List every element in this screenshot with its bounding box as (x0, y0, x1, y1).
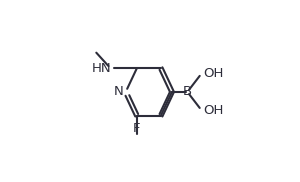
Text: OH: OH (203, 67, 223, 80)
Text: B: B (183, 85, 192, 98)
Text: HN: HN (92, 62, 112, 75)
Text: OH: OH (203, 104, 223, 117)
Text: N: N (114, 85, 124, 98)
Text: F: F (133, 122, 141, 135)
